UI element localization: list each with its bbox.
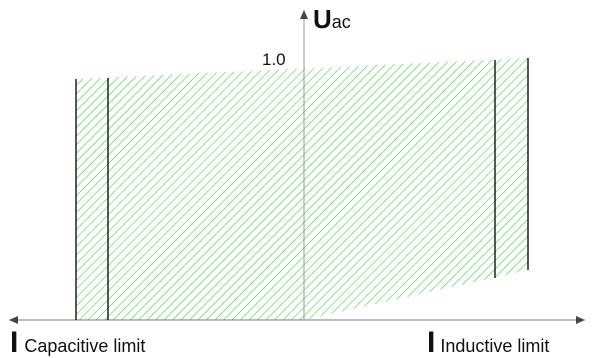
y-axis-label: Uac [313, 4, 351, 34]
y-tick-label: 1.0 [262, 50, 286, 69]
inductive-limit-label: I Inductive limit [427, 326, 549, 358]
capacitive-limit-label: I Capacitive limit [10, 326, 145, 358]
operating-region [76, 58, 528, 320]
